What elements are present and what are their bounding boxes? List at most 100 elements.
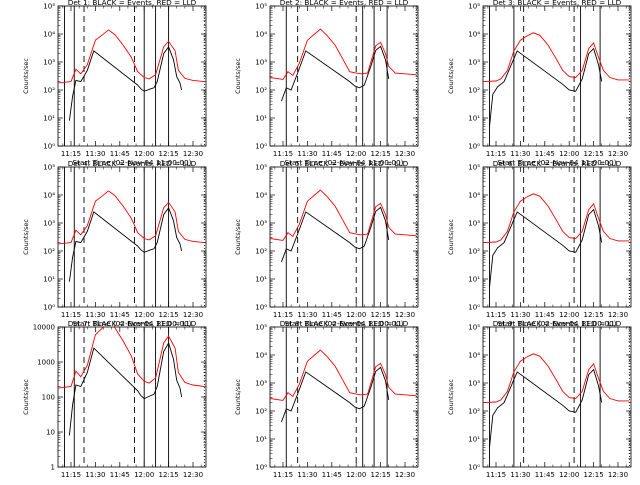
- panel-8-axes-frame: [269, 326, 419, 468]
- panel-9-y-tick-label: 10²: [468, 408, 480, 416]
- panel-1-axes-frame: [57, 5, 207, 147]
- panel-5-y-tick-label: 10⁵: [255, 164, 267, 172]
- panel-2-x-tick-label: 11:30: [297, 150, 317, 158]
- panel-7-x-tick-label: 11:30: [85, 471, 105, 479]
- panel-2-x-tick-label: 12:30: [395, 150, 415, 158]
- panel-8-y-tick-label: 10⁰: [255, 464, 267, 472]
- panel-3-x-tick-label: 12:00: [559, 150, 579, 158]
- panel-4-title: Det 4: BLACK = Events, RED = LLD: [68, 159, 197, 168]
- panel-4-y-tick-label: 10⁰: [43, 304, 55, 312]
- panel-4-x-axis-label: Start Time (02-Nov-04 11:00:00): [73, 319, 192, 328]
- panel-3-y-tick-label: 10²: [468, 87, 480, 95]
- panel-6-x-tick-label: 12:00: [559, 311, 579, 319]
- panel-8-x-tick-label: 11:15: [273, 471, 293, 479]
- panel-2-y-axis-label: Counts/sec: [234, 58, 242, 94]
- panel-9-y-tick-label: 10⁰: [468, 464, 480, 472]
- panel-3-series-black-line: [489, 47, 603, 127]
- panel-4-axes-frame: [57, 166, 207, 308]
- panel-7-axes-frame: [57, 326, 207, 468]
- panel-6-x-axis-label: Start Time (02-Nov-04 11:00:00): [498, 319, 617, 328]
- panel-1-title: Det 1: BLACK = Events, RED = LLD: [68, 0, 197, 7]
- panel-3-y-tick-label: 10⁵: [468, 3, 480, 11]
- panel-3-y-tick-label: 10³: [468, 59, 480, 67]
- panel-2-y-tick-label: 10⁰: [255, 143, 267, 151]
- panel-3-title: Det 3: BLACK = Events, RED = LLD: [493, 0, 622, 7]
- panel-2-y-tick-label: 10²: [255, 87, 267, 95]
- panel-9-title: Det 9: BLACK = Events, RED = LLD: [493, 319, 622, 328]
- panel-7-x-tick-label: 11:45: [110, 471, 130, 479]
- panel-4-x-tick-label: 11:45: [110, 311, 130, 319]
- panel-9-x-tick-label: 12:15: [583, 471, 603, 479]
- panel-5-y-tick-label: 10⁰: [255, 304, 267, 312]
- panel-5-x-tick-label: 12:30: [395, 311, 415, 319]
- panel-7-x-tick-label: 12:00: [134, 471, 154, 479]
- panel-3-y-axis-label: Counts/sec: [447, 58, 455, 94]
- panel-5-x-axis-label: Start Time (02-Nov-04 11:00:00): [285, 319, 404, 328]
- panel-3-y-tick-label: 10⁰: [468, 143, 480, 151]
- panel-9-series-red-line: [483, 353, 630, 404]
- panel-7-x-tick-label: 12:30: [183, 471, 203, 479]
- panel-5-series-black-line: [280, 206, 390, 263]
- panel-7-x-tick-label: 12:15: [158, 471, 178, 479]
- panel-8-y-tick-label: 10²: [255, 408, 267, 416]
- panel-8-series-black-line: [280, 366, 390, 423]
- panel-5-x-tick-label: 12:00: [346, 311, 366, 319]
- panel-8-x-tick-label: 12:00: [346, 471, 366, 479]
- panel-6-x-tick-label: 11:15: [486, 311, 506, 319]
- panel-5-title: Det 5: BLACK = Events, RED = LLD: [280, 159, 409, 168]
- panel-5-y-tick-label: 10²: [255, 248, 267, 256]
- panel-4-y-axis-label: Counts/sec: [22, 219, 30, 255]
- panel-8-x-tick-label: 11:45: [322, 471, 342, 479]
- panel-2-x-tick-label: 12:00: [346, 150, 366, 158]
- panel-6-x-tick-label: 12:30: [608, 311, 628, 319]
- panel-2-series-red-line: [270, 28, 417, 80]
- panel-9-axes-frame: [482, 326, 632, 468]
- panel-3-x-axis-label: Start Time (02-Nov-04 11:00:00): [498, 158, 617, 167]
- panel-6-y-axis-label: Counts/sec: [447, 219, 455, 255]
- panel-6-title: Det 6: BLACK = Events, RED = LLD: [493, 159, 622, 168]
- panel-7-title: Det 7: BLACK = Events, RED = LLD: [68, 319, 197, 328]
- panel-7-y-tick-label: 1000: [37, 359, 55, 367]
- panel-4-x-tick-label: 11:15: [61, 311, 81, 319]
- panel-2-x-tick-label: 12:15: [370, 150, 390, 158]
- panel-2-title: Det 2: BLACK = Events, RED = LLD: [280, 0, 409, 7]
- panel-3-x-tick-label: 12:30: [608, 150, 628, 158]
- panel-4-y-tick-label: 10⁵: [43, 164, 55, 172]
- panel-1-series-black-line: [68, 45, 183, 121]
- panel-8-y-tick-label: 10³: [255, 380, 267, 388]
- panel-1-y-tick-label: 10⁰: [43, 143, 55, 151]
- panel-2-x-axis-label: Start Time (02-Nov-04 11:00:00): [285, 158, 404, 167]
- panel-1-x-tick-label: 12:15: [158, 150, 178, 158]
- panel-2-y-tick-label: 10⁴: [255, 31, 267, 39]
- panel-2-x-tick-label: 11:15: [273, 150, 293, 158]
- panel-5-y-axis-label: Counts/sec: [234, 219, 242, 255]
- panel-9-y-tick-label: 10⁵: [468, 324, 480, 332]
- panel-2-y-tick-label: 10³: [255, 59, 267, 67]
- panel-1-y-tick-label: 10¹: [43, 115, 55, 123]
- panel-5-series-red-line: [270, 189, 417, 241]
- panel-9-x-tick-label: 12:00: [559, 471, 579, 479]
- panel-3-x-tick-label: 12:15: [583, 150, 603, 158]
- panel-3-x-tick-label: 11:30: [510, 150, 530, 158]
- panel-7-y-tick-label: 10: [46, 429, 55, 437]
- panel-7-y-tick-label: 10000: [33, 324, 55, 332]
- panel-9-x-tick-label: 11:30: [510, 471, 530, 479]
- panel-9-x-tick-label: 11:45: [535, 471, 555, 479]
- panel-1-series-red-line: [58, 29, 205, 84]
- panel-5-x-tick-label: 11:30: [297, 311, 317, 319]
- panel-1-x-tick-label: 12:30: [183, 150, 203, 158]
- panel-8-y-tick-label: 10¹: [255, 436, 267, 444]
- panel-6-y-tick-label: 10⁵: [468, 164, 480, 172]
- panel-1-y-axis-label: Counts/sec: [22, 58, 30, 94]
- panel-5-x-tick-label: 11:45: [322, 311, 342, 319]
- panel-6-series-black-line: [489, 208, 603, 288]
- panel-7-y-tick-label: 100: [42, 394, 55, 402]
- panel-9-series-black-line: [489, 368, 603, 448]
- panel-5-axes-frame: [269, 166, 419, 308]
- panel-9-x-tick-label: 12:30: [608, 471, 628, 479]
- panel-6-y-tick-label: 10⁰: [468, 304, 480, 312]
- panel-6-y-tick-label: 10⁴: [468, 192, 480, 200]
- panel-3-axes-frame: [482, 5, 632, 147]
